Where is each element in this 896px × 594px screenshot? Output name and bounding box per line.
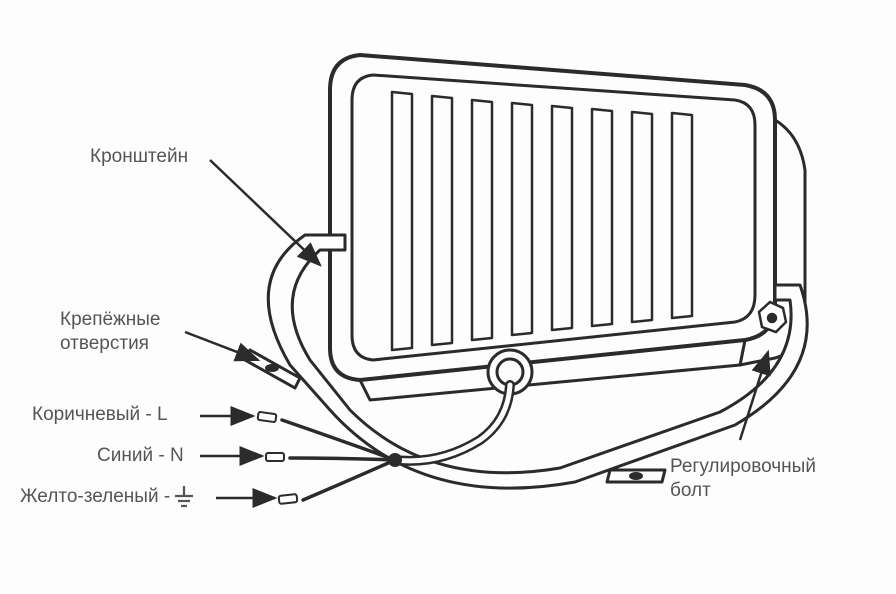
label-wire-yg: Желто-зеленый -: [20, 485, 170, 509]
label-bracket: Кронштейн: [90, 145, 188, 169]
label-wire-brown: Коричневый - L: [32, 403, 168, 427]
label-mount-holes: Крепёжные отверстия: [60, 308, 160, 356]
arrow-mount-holes: [185, 332, 258, 360]
label-wire-blue: Синий - N: [97, 444, 184, 468]
wire-blue: [290, 458, 395, 460]
fin: [432, 96, 452, 345]
wire-tip: [266, 453, 284, 461]
fin: [632, 112, 652, 322]
label-adj-bolt: Регулировочный болт: [670, 455, 816, 503]
mount-hole-right: [629, 472, 643, 480]
fin: [592, 109, 612, 326]
diagram-canvas: Кронштейн Крепёжные отверстия Коричневый…: [0, 0, 896, 594]
wire-yg: [303, 460, 395, 500]
fin: [512, 103, 532, 335]
fin: [552, 106, 572, 330]
arrow-bracket: [210, 160, 320, 265]
mount-hole-left: [265, 364, 279, 372]
fin: [672, 113, 692, 318]
wire-tip: [279, 494, 298, 504]
ground-symbol-icon: [175, 486, 193, 506]
wire-tip: [258, 412, 277, 422]
bolt-center: [768, 314, 776, 322]
fin: [392, 92, 412, 350]
fin: [472, 100, 492, 340]
